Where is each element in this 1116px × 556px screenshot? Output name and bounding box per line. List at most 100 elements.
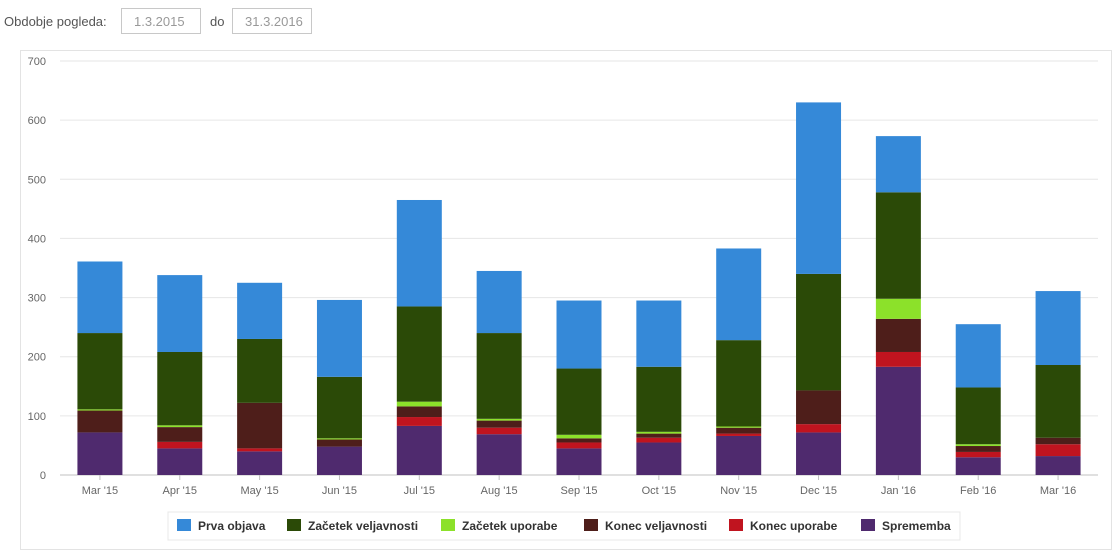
bar-segment[interactable] bbox=[476, 333, 522, 419]
bar-segment[interactable] bbox=[796, 273, 842, 391]
bar-segment[interactable] bbox=[237, 448, 283, 452]
bar-segment[interactable] bbox=[157, 275, 203, 352]
bar-segment[interactable] bbox=[1035, 456, 1081, 475]
bar-stack[interactable] bbox=[796, 102, 842, 475]
bar-segment[interactable] bbox=[77, 409, 123, 411]
bar-segment[interactable] bbox=[316, 439, 362, 447]
bar-segment[interactable] bbox=[796, 102, 842, 274]
bar-segment[interactable] bbox=[796, 424, 842, 433]
bar-stack[interactable] bbox=[636, 300, 682, 475]
bar-segment[interactable] bbox=[875, 318, 921, 352]
bar-stack[interactable] bbox=[1035, 291, 1081, 475]
legend-label: Prva objava bbox=[198, 519, 266, 533]
bar-segment[interactable] bbox=[396, 306, 442, 402]
bar-segment[interactable] bbox=[716, 340, 762, 427]
bar-segment[interactable] bbox=[875, 192, 921, 299]
legend-item[interactable]: Sprememba bbox=[861, 519, 951, 533]
bar-segment[interactable] bbox=[556, 448, 602, 475]
y-tick-label: 100 bbox=[28, 411, 46, 423]
bar-segment[interactable] bbox=[396, 417, 442, 426]
bar-segment[interactable] bbox=[157, 441, 203, 449]
bar-segment[interactable] bbox=[955, 457, 1001, 475]
bar-segment[interactable] bbox=[396, 406, 442, 418]
bar-segment[interactable] bbox=[77, 432, 123, 475]
bar-segment[interactable] bbox=[636, 437, 682, 443]
bar-stack[interactable] bbox=[476, 270, 522, 475]
bar-segment[interactable] bbox=[237, 451, 283, 475]
bar-segment[interactable] bbox=[556, 368, 602, 435]
bar-segment[interactable] bbox=[157, 425, 203, 428]
bar-stack[interactable] bbox=[716, 248, 762, 475]
bar-segment[interactable] bbox=[316, 299, 362, 377]
x-tick-label: Dec '15 bbox=[800, 485, 837, 497]
bar-segment[interactable] bbox=[955, 324, 1001, 388]
bar-segment[interactable] bbox=[316, 438, 362, 440]
bar-segment[interactable] bbox=[875, 366, 921, 475]
y-axis: 0 100 200 300 400 500 600 700 bbox=[28, 56, 46, 482]
legend-item[interactable]: Prva objava bbox=[177, 519, 266, 533]
bar-segment[interactable] bbox=[716, 433, 762, 436]
bar-segment[interactable] bbox=[716, 426, 762, 428]
bar-segment[interactable] bbox=[77, 261, 123, 334]
bar-segment[interactable] bbox=[636, 300, 682, 367]
bar-segment[interactable] bbox=[1035, 437, 1081, 445]
bar-segment[interactable] bbox=[77, 410, 123, 433]
date-to-input[interactable] bbox=[232, 8, 312, 34]
bar-segment[interactable] bbox=[636, 366, 682, 432]
legend-item[interactable]: Začetek veljavnosti bbox=[287, 519, 418, 533]
bar-segment[interactable] bbox=[716, 427, 762, 434]
bar-segment[interactable] bbox=[316, 376, 362, 439]
bar-segment[interactable] bbox=[396, 401, 442, 407]
bar-segment[interactable] bbox=[476, 427, 522, 435]
bar-segment[interactable] bbox=[476, 420, 522, 428]
bar-segment[interactable] bbox=[77, 333, 123, 410]
bar-segment[interactable] bbox=[796, 390, 842, 425]
date-from-input[interactable] bbox=[121, 8, 201, 34]
bar-segment[interactable] bbox=[636, 442, 682, 475]
bar-segment[interactable] bbox=[1035, 444, 1081, 457]
bar-segment[interactable] bbox=[396, 425, 442, 475]
bar-segment[interactable] bbox=[237, 338, 283, 403]
bar-segment[interactable] bbox=[955, 446, 1001, 452]
bar-segment[interactable] bbox=[237, 402, 283, 449]
bar-segment[interactable] bbox=[796, 432, 842, 475]
bar-segment[interactable] bbox=[1035, 291, 1081, 365]
bar-segment[interactable] bbox=[396, 199, 442, 307]
x-tick-label: Sep '15 bbox=[561, 485, 598, 497]
bar-segment[interactable] bbox=[955, 451, 1001, 458]
bar-segment[interactable] bbox=[316, 446, 362, 475]
bar-stack[interactable] bbox=[77, 261, 123, 475]
bar-stack[interactable] bbox=[237, 282, 283, 475]
bar-segment[interactable] bbox=[556, 434, 602, 439]
bar-segment[interactable] bbox=[716, 248, 762, 341]
legend-item[interactable]: Začetek uporabe bbox=[441, 519, 558, 533]
bar-segment[interactable] bbox=[157, 351, 203, 426]
bar-segment[interactable] bbox=[875, 298, 921, 319]
bar-segment[interactable] bbox=[1035, 364, 1081, 438]
bar-segment[interactable] bbox=[556, 300, 602, 369]
bar-segment[interactable] bbox=[476, 270, 522, 334]
bar-stack[interactable] bbox=[157, 275, 203, 475]
bar-segment[interactable] bbox=[716, 435, 762, 475]
bar-stack[interactable] bbox=[875, 136, 921, 475]
bar-segment[interactable] bbox=[157, 448, 203, 475]
bar-segment[interactable] bbox=[556, 438, 602, 443]
bar-stack[interactable] bbox=[396, 199, 442, 475]
legend-item[interactable]: Konec uporabe bbox=[729, 519, 838, 533]
date-range-filter: Obdobje pogleda: do bbox=[0, 8, 400, 36]
bar-stack[interactable] bbox=[556, 300, 602, 475]
bar-segment[interactable] bbox=[955, 387, 1001, 445]
bar-segment[interactable] bbox=[237, 282, 283, 339]
bar-segment[interactable] bbox=[556, 442, 602, 449]
bar-segment[interactable] bbox=[955, 444, 1001, 447]
bar-segment[interactable] bbox=[875, 136, 921, 193]
bar-segment[interactable] bbox=[636, 433, 682, 438]
bar-stack[interactable] bbox=[316, 299, 362, 475]
bar-segment[interactable] bbox=[636, 431, 682, 434]
legend-item[interactable]: Konec veljavnosti bbox=[584, 519, 707, 533]
bar-segment[interactable] bbox=[875, 351, 921, 367]
bar-segment[interactable] bbox=[157, 427, 203, 442]
bar-segment[interactable] bbox=[476, 434, 522, 475]
bar-segment[interactable] bbox=[476, 418, 522, 421]
bar-stack[interactable] bbox=[955, 324, 1001, 475]
